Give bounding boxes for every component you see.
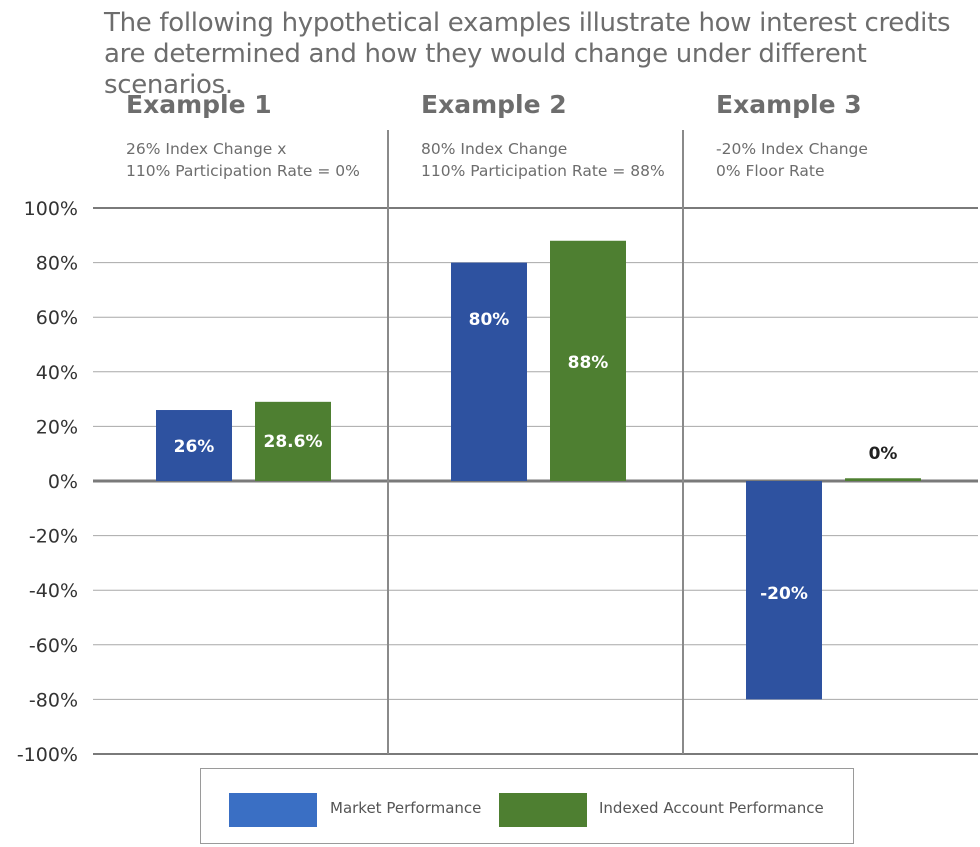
y-tick-label: -80% [29,689,78,711]
y-tick-label: 40% [36,362,78,384]
example-1-note-line-1: 26% Index Change x [126,140,287,158]
example-3-note: -20% Index Change 0% Floor Rate [716,138,868,182]
y-tick-label: -100% [17,744,78,766]
example-3-note-line-1: -20% Index Change [716,140,868,158]
y-tick-label: 100% [24,198,78,220]
data-label-market: -20% [760,584,808,604]
y-tick-label: -20% [29,526,78,548]
example-2-note: 80% Index Change 110% Participation Rate… [421,138,665,182]
example-3-title: Example 3 [716,90,862,119]
data-label-indexed: 0% [869,444,898,464]
example-2-note-line-2: 110% Participation Rate = 88% [421,162,665,180]
bar-indexed [550,240,626,481]
example-1-title: Example 1 [126,90,272,119]
bar-indexed [845,478,921,481]
bar-market [156,410,232,481]
data-label-indexed: 28.6% [264,432,323,452]
y-tick-label: 20% [36,416,78,438]
example-1-note-line-2: 110% Participation Rate = 0% [126,162,360,180]
data-label-market: 26% [174,437,215,457]
bar-market [451,262,527,481]
legend-label-indexed: Indexed Account Performance [599,799,824,817]
y-tick-label: 0% [48,471,78,493]
y-tick-label: -40% [29,580,78,602]
legend-swatch-indexed [499,793,587,827]
legend: Market Performance Indexed Account Perfo… [200,768,854,844]
y-tick-label: 60% [36,307,78,329]
example-2-title: Example 2 [421,90,567,119]
y-tick-label: -60% [29,635,78,657]
intro-text: The following hypothetical examples illu… [104,8,951,100]
data-label-market: 80% [469,310,510,330]
legend-swatch-market [229,793,317,827]
example-2-note-line-1: 80% Index Change [421,140,568,158]
example-1-note: 26% Index Change x 110% Participation Ra… [126,138,360,182]
y-tick-label: 80% [36,253,78,275]
legend-label-market: Market Performance [330,799,482,817]
data-label-indexed: 88% [568,353,609,373]
example-3-note-line-2: 0% Floor Rate [716,162,825,180]
bar-indexed [255,401,331,481]
bar-market [746,481,822,700]
